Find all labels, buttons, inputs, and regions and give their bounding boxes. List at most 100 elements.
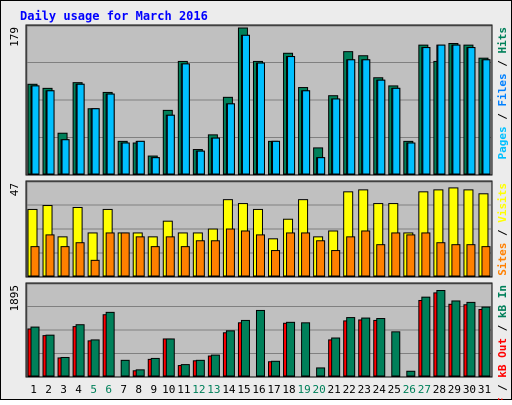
bar-pages — [482, 59, 491, 175]
bar-pages — [91, 108, 100, 175]
y-axis-label-part: Files — [496, 73, 509, 106]
bar-sites — [75, 242, 85, 277]
bar-kb-in — [60, 356, 70, 377]
bar-pages — [422, 47, 431, 175]
bar-kb-in — [361, 317, 371, 377]
y-axis-label-part: / — [496, 318, 509, 338]
bar-sites — [150, 246, 160, 277]
x-axis-day-label: 11 — [177, 383, 190, 396]
bar-pages — [121, 142, 130, 175]
bar-pages — [151, 157, 160, 175]
x-axis-day-label: 21 — [328, 383, 341, 396]
x-axis-day-label: 28 — [433, 383, 446, 396]
x-axis-day-label: 8 — [135, 383, 142, 396]
bar-sites — [90, 259, 100, 277]
bar-kb-in — [135, 369, 145, 377]
x-axis-day-label: 30 — [463, 383, 476, 396]
y-axis-label-part: Hits — [496, 27, 509, 54]
y-axis-label-part: kB Out — [496, 338, 509, 378]
x-axis-day-label: 13 — [207, 383, 220, 396]
panel-visits: 47 Sites / Visits — [8, 180, 509, 278]
bar-pages — [106, 93, 115, 175]
x-axis-day-label: 3 — [60, 383, 67, 396]
bar-sites — [346, 236, 356, 277]
x-axis-day-label: 17 — [267, 383, 280, 396]
bar-pages — [332, 98, 341, 175]
bar-kb-in — [421, 296, 431, 377]
y-axis-label-part: Visits — [496, 183, 509, 223]
y-axis-series-label: kB F / kB Out / kB In — [496, 285, 509, 400]
bar-kb-in — [391, 331, 401, 377]
bar-kb-in — [210, 354, 220, 377]
x-axis-day-label: 19 — [297, 383, 310, 396]
bar-kb-in — [466, 301, 476, 377]
x-axis-day-label: 18 — [282, 383, 295, 396]
x-axis-day-label: 29 — [448, 383, 461, 396]
bar-sites — [481, 246, 491, 277]
bar-pages — [196, 150, 205, 175]
bar-kb-in — [105, 311, 115, 377]
x-axis-day-label: 12 — [192, 383, 205, 396]
y-max-label: 1895 — [8, 285, 21, 312]
bar-sites — [105, 232, 115, 277]
bar-kb-in — [195, 359, 205, 377]
x-axis-day-label: 4 — [75, 383, 82, 396]
bar-sites — [45, 234, 55, 277]
y-max-label: 47 — [8, 183, 21, 196]
y-axis-label-part: / — [496, 107, 509, 127]
x-axis-day-label: 1 — [30, 383, 37, 396]
bar-kb-in — [150, 357, 160, 377]
bar-kb-in — [255, 309, 265, 377]
y-axis-series-label: Sites / Visits — [496, 183, 509, 276]
bar-pages — [166, 114, 175, 175]
bar-kb-in — [271, 360, 281, 377]
bar-sites — [30, 246, 40, 277]
bar-pages — [76, 83, 85, 175]
bar-kb-in — [451, 300, 461, 377]
y-axis-label-part: Sites — [496, 243, 509, 276]
bar-pages — [272, 140, 281, 175]
bar-kb-in — [30, 326, 40, 377]
x-axis-day-label: 24 — [373, 383, 387, 396]
bar-kb-in — [346, 317, 356, 377]
x-axis-day-label: 5 — [90, 383, 97, 396]
bar-pages — [136, 140, 145, 175]
bar-kb-in — [165, 338, 175, 377]
y-axis-label-part: Pages — [496, 126, 509, 159]
bar-sites — [271, 250, 281, 277]
bar-sites — [421, 232, 431, 277]
bar-pages — [467, 47, 476, 175]
bar-sites — [331, 250, 341, 277]
bar-kb-in — [240, 319, 250, 377]
bar-pages — [437, 44, 446, 175]
x-axis-day-label: 9 — [150, 383, 157, 396]
x-axis-day-label: 23 — [358, 383, 371, 396]
bar-sites — [240, 230, 250, 277]
bar-pages — [362, 59, 371, 175]
bar-pages — [392, 87, 401, 175]
x-axis-day-label: 7 — [120, 383, 127, 396]
bar-pages — [226, 103, 235, 175]
bar-sites — [391, 232, 401, 277]
bar-sites — [255, 234, 265, 277]
bar-pages — [241, 34, 250, 175]
bar-kb-in — [90, 339, 100, 377]
bar-sites — [361, 230, 371, 277]
x-axis-labels: 1 2 3 4 5 6 7 8 9 10 11 12 13 14 15 16 17 18 19 20 21 22 23 24 2… — [30, 383, 491, 396]
bar-sites — [135, 236, 145, 277]
bar-pages — [452, 44, 461, 175]
x-axis-day-label: 31 — [478, 383, 491, 396]
bar-pages — [46, 90, 55, 175]
bar-kb-in — [481, 306, 491, 377]
bar-pages — [256, 62, 265, 175]
bar-sites — [120, 232, 130, 277]
bar-sites — [60, 246, 70, 277]
y-axis-series-label: Pages / Files / Hits — [496, 27, 509, 160]
bar-pages — [61, 139, 70, 175]
bar-pages — [317, 157, 326, 175]
bar-sites — [210, 240, 220, 277]
bar-pages — [211, 137, 220, 175]
y-axis-label-part: / — [496, 378, 509, 398]
